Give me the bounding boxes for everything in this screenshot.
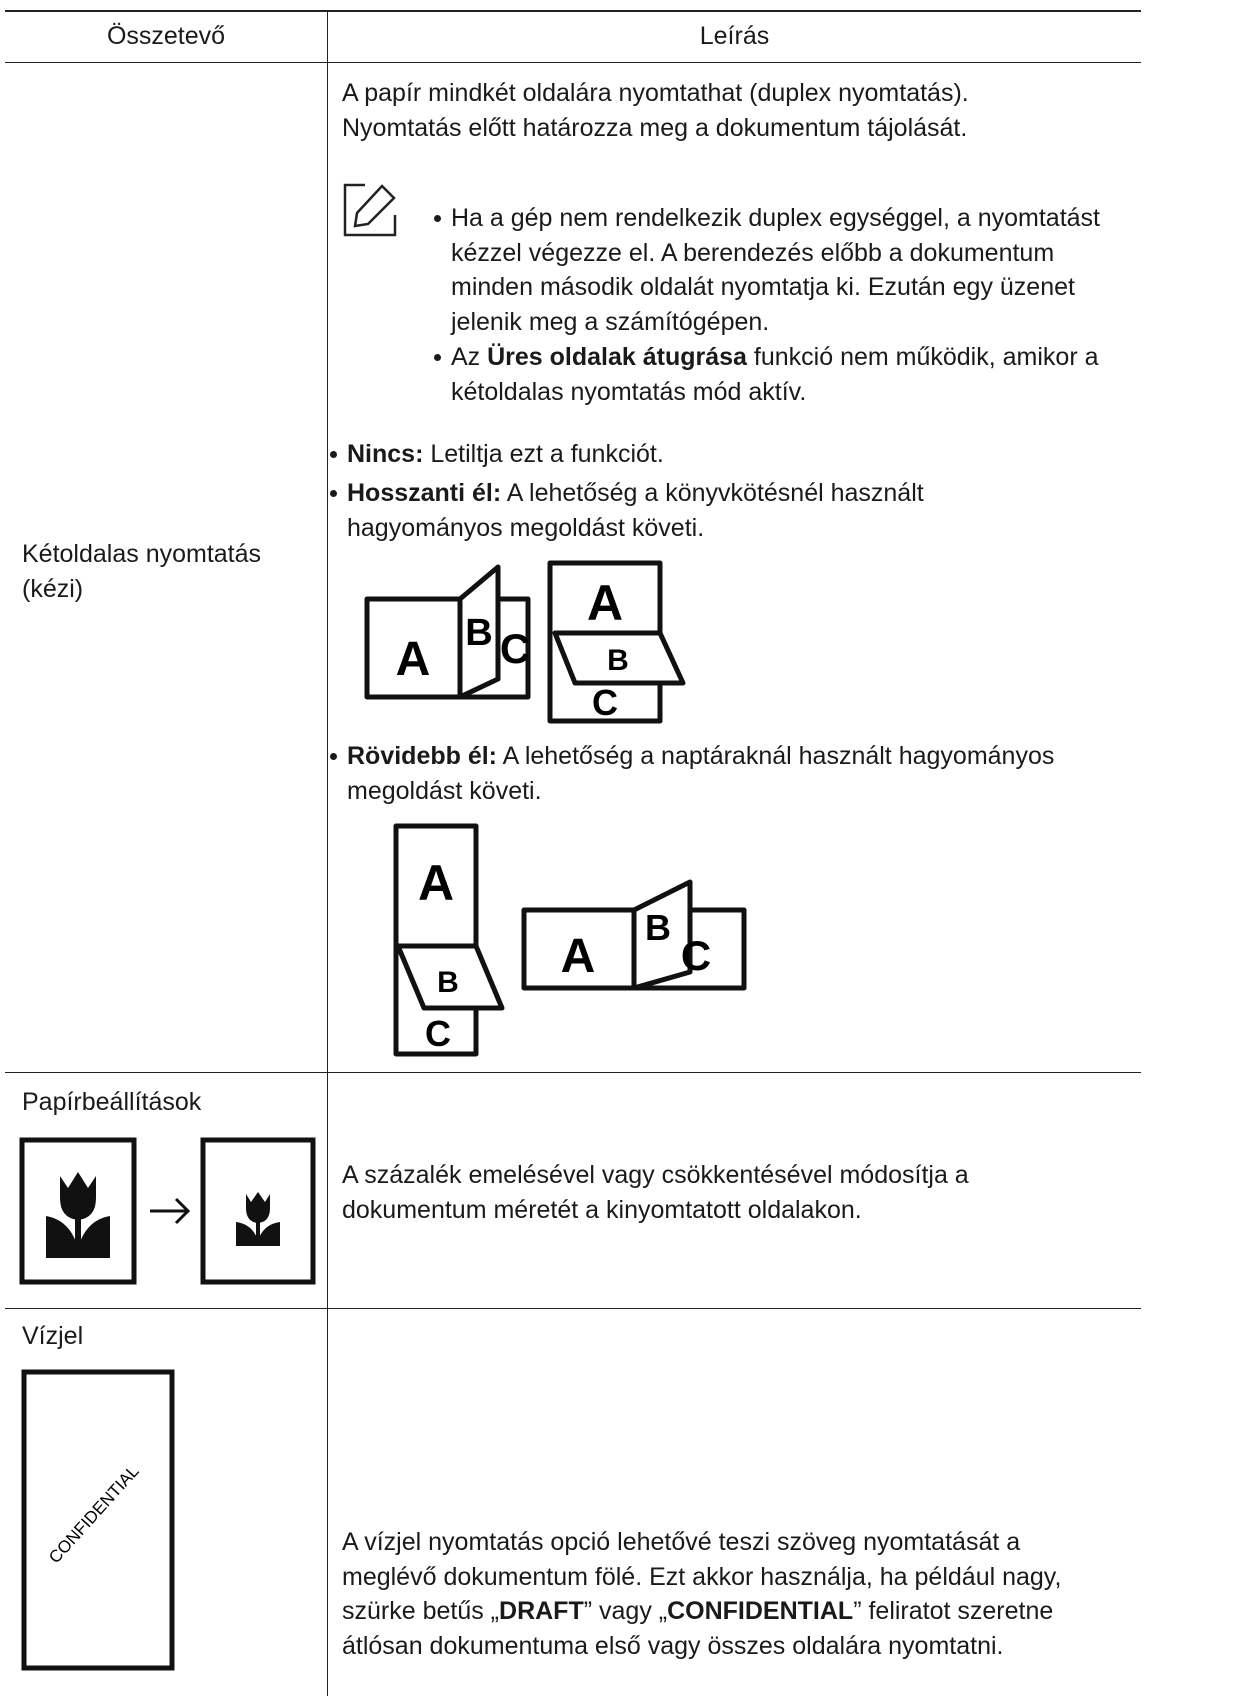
watermark-figure: CONFIDENTIAL	[21, 1369, 175, 1671]
description-text: ” feliratot szeretne átlósan dokumentuma…	[342, 1597, 1061, 1660]
component: Vízjel	[22, 1322, 84, 1350]
figure-letter: A	[561, 930, 596, 983]
figure-letter: B	[607, 644, 629, 677]
column-divider	[327, 10, 328, 1696]
figure-letter: C	[592, 682, 618, 723]
header-cell: Összetevő	[106, 22, 226, 50]
rule	[5, 62, 1141, 63]
intro: A papír mindkét oldalára nyomtathat (dup…	[342, 79, 969, 142]
figure-letter: C	[425, 1013, 451, 1054]
option-term: Rövidebb él:	[347, 742, 498, 770]
option: Nincs: Letiltja ezt a funkciót.	[330, 437, 1127, 472]
scale-figure	[19, 1137, 316, 1285]
component: Kétoldalas nyomtatás (kézi)	[22, 540, 262, 603]
option: Rövidebb él: A lehetőség a naptáraknál h…	[330, 739, 1127, 808]
figure-letter: B	[437, 966, 459, 999]
option-term: Nincs:	[347, 440, 424, 468]
component: Papírbeállítások	[22, 1088, 202, 1116]
note-icon	[343, 183, 397, 237]
figure-letter: A	[587, 575, 623, 631]
note-bullet: Az Üres oldalak átugrása funkció nem műk…	[434, 340, 1141, 409]
description-bold: DRAFT	[499, 1597, 584, 1625]
figure-letter: A	[396, 633, 431, 686]
short-edge-figure: A B C A B C	[393, 823, 747, 1057]
description: A vízjel nyomtatás opció lehetővé teszi …	[342, 1525, 1082, 1663]
option-text: Letiltja ezt a funkciót.	[423, 440, 664, 468]
option-term: Hosszanti él:	[347, 479, 502, 507]
rule	[5, 1072, 1141, 1073]
watermark-text: CONFIDENTIAL	[45, 1462, 143, 1567]
description-bold: CONFIDENTIAL	[667, 1597, 854, 1625]
rule	[5, 1308, 1141, 1309]
long-edge-figure: A B C A B C	[364, 560, 686, 724]
header-cell: Leírás	[699, 22, 770, 50]
option-text: A lehetőség a könyvkötésnél használt hag…	[347, 479, 931, 542]
description-text: ” vagy „	[583, 1597, 668, 1625]
figure-letter: B	[465, 612, 492, 654]
figure-letter: C	[500, 625, 530, 672]
note-bold: Üres oldalak átugrása	[487, 343, 747, 371]
note-text: funkció nem működik, amikor a kétoldalas…	[451, 343, 1106, 406]
description-text: A vízjel nyomtatás opció lehetővé teszi …	[342, 1528, 1069, 1625]
option-text: A lehetőség a naptáraknál használt hagyo…	[347, 742, 1062, 805]
figure-letter: A	[418, 855, 454, 911]
note-bullet: Ha a gép nem rendelkezik duplex egységge…	[434, 201, 1141, 339]
note-text: Ha a gép nem rendelkezik duplex egységge…	[451, 204, 1100, 336]
figure-letter: B	[645, 907, 671, 948]
rule	[5, 10, 1141, 12]
note-text: Az	[451, 343, 488, 371]
option: Hosszanti él: A lehetőség a könyvkötésné…	[330, 476, 1047, 545]
description: A százalék emelésével vagy csökkentéséve…	[342, 1161, 969, 1224]
figure-letter: C	[681, 932, 711, 979]
